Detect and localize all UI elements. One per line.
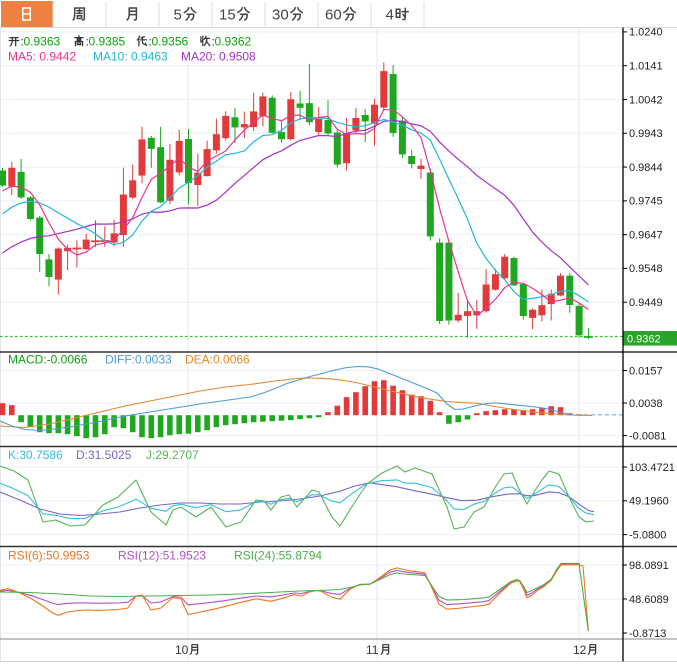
svg-text:MACD:-0.0066: MACD:-0.0066: [8, 353, 88, 367]
svg-text:K:30.7586: K:30.7586: [8, 448, 63, 462]
svg-text:12: 12: [573, 643, 587, 657]
svg-text:0.9385: 0.9385: [89, 35, 126, 49]
svg-text:0.9362: 0.9362: [627, 334, 661, 346]
svg-text:60: 60: [325, 7, 342, 24]
svg-text:103.4721: 103.4721: [629, 462, 675, 474]
svg-text:5: 5: [174, 7, 182, 24]
svg-text:D:31.5025: D:31.5025: [76, 448, 132, 462]
svg-text:0.9647: 0.9647: [629, 229, 663, 241]
svg-text:0.9844: 0.9844: [629, 162, 663, 174]
svg-text:98.0891: 98.0891: [629, 560, 669, 572]
svg-text:4: 4: [386, 7, 394, 24]
svg-text:MA10: 0.9463: MA10: 0.9463: [93, 50, 168, 64]
svg-text:0.9362: 0.9362: [215, 35, 252, 49]
svg-text:0.9745: 0.9745: [629, 196, 663, 208]
svg-text:DEA:0.0066: DEA:0.0066: [185, 353, 250, 367]
svg-text:-0.8713: -0.8713: [629, 628, 666, 640]
svg-text:0.9548: 0.9548: [629, 263, 663, 275]
svg-text:DIFF:0.0033: DIFF:0.0033: [105, 353, 172, 367]
svg-text:-0.0081: -0.0081: [629, 430, 666, 442]
svg-text:RSI(24):55.8794: RSI(24):55.8794: [234, 549, 322, 563]
svg-text:RSI(12):51.9523: RSI(12):51.9523: [118, 549, 206, 563]
svg-text:0.0157: 0.0157: [629, 365, 663, 377]
svg-text:15: 15: [219, 7, 236, 24]
svg-text:MA5: 0.9442: MA5: 0.9442: [8, 50, 76, 64]
svg-text:MA20: 0.9508: MA20: 0.9508: [181, 50, 256, 64]
svg-text:49.1960: 49.1960: [629, 496, 669, 508]
svg-text:30: 30: [272, 7, 289, 24]
svg-text:-5.0800: -5.0800: [629, 529, 666, 541]
svg-text:0.0038: 0.0038: [629, 398, 663, 410]
svg-text:48.6089: 48.6089: [629, 594, 669, 606]
svg-text:1.0042: 1.0042: [629, 94, 663, 106]
svg-text:11: 11: [366, 643, 379, 657]
svg-text:10: 10: [175, 643, 189, 657]
svg-text:0.9356: 0.9356: [152, 35, 189, 49]
svg-text:J:29.2707: J:29.2707: [146, 448, 199, 462]
svg-text:0.9363: 0.9363: [24, 35, 61, 49]
svg-text:0.9449: 0.9449: [629, 297, 663, 309]
svg-text:0.9943: 0.9943: [629, 128, 663, 140]
svg-text:RSI(6):50.9953: RSI(6):50.9953: [8, 549, 90, 563]
svg-text:1.0141: 1.0141: [629, 61, 663, 73]
svg-text:1.0240: 1.0240: [629, 27, 663, 39]
